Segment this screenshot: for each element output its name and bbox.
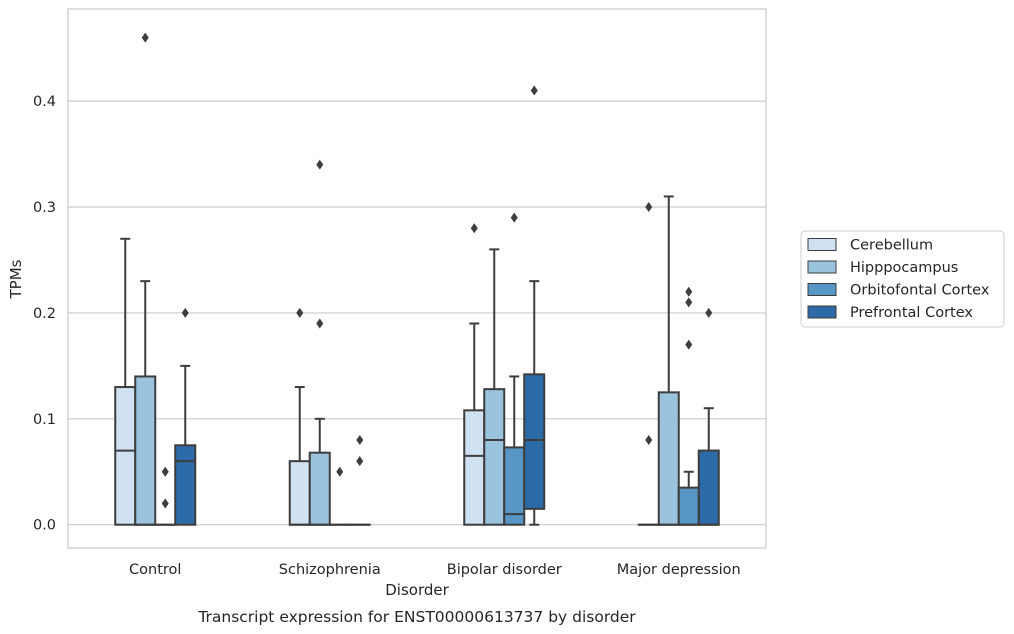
outlier-point: [510, 212, 518, 223]
legend-label: Orbitofontal Cortex: [850, 283, 990, 299]
y-tick-label: 0.2: [33, 306, 56, 322]
legend-label: Hipppocampus: [850, 260, 958, 276]
box: [697, 449, 720, 526]
box-group: [523, 85, 546, 526]
legend-label: Cerebellum: [850, 238, 933, 254]
outlier-point: [645, 434, 653, 445]
box: [503, 446, 526, 526]
box-group: [154, 466, 177, 526]
box: [308, 451, 331, 526]
box-group: [308, 159, 331, 526]
box: [114, 386, 137, 526]
outlier-point: [336, 466, 344, 477]
outlier-point: [356, 456, 364, 467]
box-group: [677, 286, 700, 526]
outlier-point: [141, 32, 149, 43]
outlier-point: [161, 498, 169, 509]
legend-swatch: [807, 238, 837, 251]
chart-caption: Transcript expression for ENST0000061373…: [197, 608, 636, 626]
x-axis-label: Disorder: [385, 581, 449, 599]
boxes-layer: [114, 32, 720, 526]
legend-label: Prefrontal Cortex: [850, 305, 973, 321]
legend-frame: [800, 230, 1005, 328]
legend-swatch: [807, 283, 837, 296]
box: [288, 460, 311, 526]
outlier-point: [316, 159, 324, 170]
box: [174, 444, 197, 526]
legend: Cerebellum Hipppocampus Orbitofontal Corte…: [800, 230, 1005, 328]
box-group: [348, 434, 371, 526]
legend-swatch: [807, 260, 837, 274]
outlier-point: [161, 466, 169, 477]
outlier-point: [645, 202, 653, 213]
x-tick-label: Bipolar disorder: [447, 562, 562, 578]
outlier-point: [181, 307, 189, 318]
x-tick-label: Schizophrenia: [279, 562, 381, 578]
box: [523, 373, 546, 510]
legend-swatch: [807, 305, 837, 319]
box-group: [503, 212, 526, 526]
plot-frame: [67, 8, 767, 549]
y-tick-label: 0.0: [33, 518, 56, 534]
box: [134, 375, 157, 526]
y-tick-label: 0.4: [33, 94, 56, 110]
box: [657, 391, 680, 526]
y-tick-label: 0.3: [33, 200, 56, 216]
box: [483, 388, 506, 526]
box-group: [328, 466, 351, 526]
outlier-point: [356, 434, 364, 445]
y-axis-label: TPMs: [7, 259, 25, 299]
box-group: [657, 195, 680, 526]
box-group: [697, 307, 720, 526]
box-group: [114, 237, 137, 526]
outlier-point: [530, 85, 538, 96]
outlier-point: [296, 307, 304, 318]
outlier-point: [316, 318, 324, 329]
x-axis-ticks: Control Schizophrenia Bipolar disorder Majo…: [129, 562, 741, 578]
outlier-point: [470, 223, 478, 234]
outlier-point: [705, 307, 713, 318]
y-axis-ticks: 0.0 0.1 0.2 0.3 0.4: [33, 94, 56, 534]
box-group: [134, 32, 157, 526]
x-tick-label: Major depression: [617, 562, 741, 578]
box: [677, 486, 700, 526]
x-tick-label: Control: [129, 562, 181, 578]
y-tick-label: 0.1: [33, 412, 56, 428]
outlier-point: [685, 297, 693, 308]
outlier-point: [685, 286, 693, 297]
outlier-point: [685, 339, 693, 350]
box: [463, 409, 486, 526]
box-group: [174, 307, 197, 526]
